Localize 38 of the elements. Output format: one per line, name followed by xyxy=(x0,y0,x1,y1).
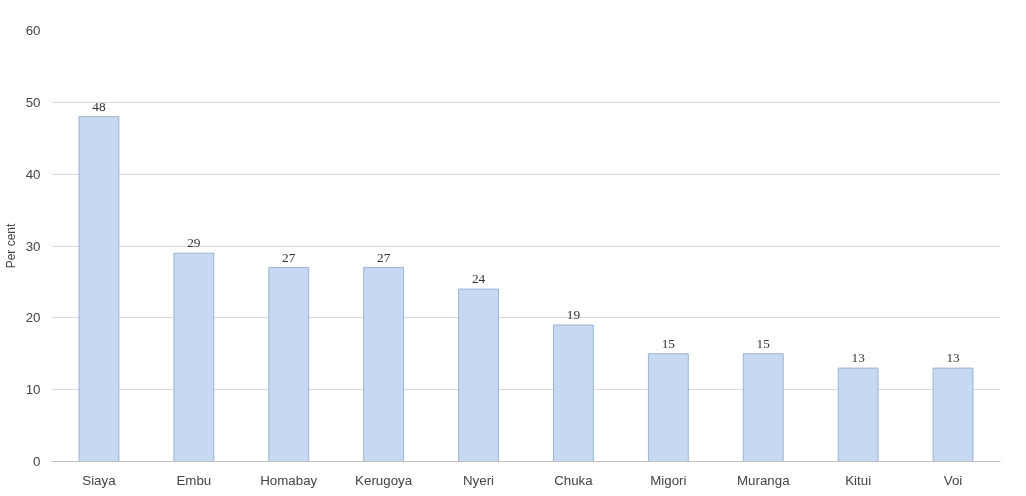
x-tick-label: Chuka xyxy=(554,472,594,488)
data-label: 29 xyxy=(187,235,201,251)
x-tick-label: Kerugoya xyxy=(355,472,413,488)
data-label: 24 xyxy=(471,271,486,287)
bar xyxy=(932,367,974,462)
bar xyxy=(173,252,215,462)
x-tick-label: Siaya xyxy=(82,472,117,488)
y-tick-label: 40 xyxy=(25,166,41,182)
y-tick-label: 30 xyxy=(25,238,41,254)
data-label: 13 xyxy=(851,350,866,366)
bar xyxy=(458,288,499,462)
bar xyxy=(553,324,594,462)
data-label: 13 xyxy=(946,350,961,366)
data-label: 48 xyxy=(92,98,106,114)
y-tick-label: 50 xyxy=(25,94,41,110)
bar xyxy=(268,267,310,462)
data-label: 15 xyxy=(661,335,676,351)
x-tick-label: Embu xyxy=(176,472,212,488)
bar xyxy=(837,367,879,462)
y-tick-label: 10 xyxy=(25,382,41,398)
bar xyxy=(78,116,120,462)
bar xyxy=(647,353,689,462)
y-tick-label: 60 xyxy=(25,23,41,38)
y-axis-title: Per cent xyxy=(3,222,18,269)
x-tick-label: Nyeri xyxy=(463,472,495,488)
x-tick-label: Muranga xyxy=(736,472,791,488)
x-tick-label: Homabay xyxy=(260,472,318,488)
y-tick-label: 0 xyxy=(33,454,41,469)
x-tick-label: Kitui xyxy=(845,472,872,488)
x-tick-label: Voi xyxy=(943,472,963,488)
data-label: 15 xyxy=(756,335,771,351)
data-label: 19 xyxy=(566,307,581,323)
data-label: 27 xyxy=(376,249,391,265)
y-tick-label: 20 xyxy=(25,310,41,326)
bar xyxy=(742,353,784,462)
x-tick-label: Migori xyxy=(650,472,687,488)
bar xyxy=(363,267,405,462)
data-label: 27 xyxy=(282,249,296,265)
